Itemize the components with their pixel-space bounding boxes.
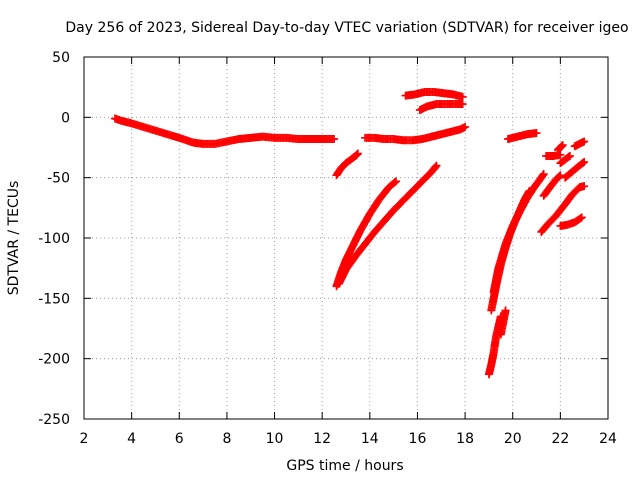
data-points xyxy=(110,87,589,379)
x-tick-label: 24 xyxy=(599,431,617,447)
data-point xyxy=(390,178,399,187)
data-point xyxy=(580,182,589,191)
grid xyxy=(84,57,608,419)
plot-frame xyxy=(83,56,609,420)
x-tick-label: 20 xyxy=(504,431,522,447)
data-point xyxy=(458,100,467,109)
data-point xyxy=(353,149,362,158)
chart-title: Day 256 of 2023, Sidereal Day-to-day VTE… xyxy=(65,20,628,36)
data-point xyxy=(576,214,585,223)
x-tick-label: 18 xyxy=(456,431,474,447)
x-axis-label: GPS time / hours xyxy=(286,458,403,474)
data-point xyxy=(558,141,567,150)
data-point xyxy=(577,213,586,222)
x-tick-label: 6 xyxy=(175,431,184,447)
y-axis-label: SDTVAR / TECUs xyxy=(6,181,22,296)
y-tick-label: -150 xyxy=(38,291,70,307)
data-point xyxy=(330,135,339,144)
data-point xyxy=(555,172,564,181)
x-tick-label: 12 xyxy=(313,431,331,447)
y-tick-label: -100 xyxy=(38,231,70,247)
y-tick-label: -200 xyxy=(38,352,70,368)
data-point xyxy=(431,162,440,171)
x-tick-label: 22 xyxy=(551,431,569,447)
data-point xyxy=(458,92,467,101)
data-point xyxy=(580,137,589,146)
data-point xyxy=(392,177,401,186)
data-point xyxy=(432,161,441,170)
data-point xyxy=(539,170,548,179)
y-tick-label: -250 xyxy=(38,412,70,428)
y-tick-label: -50 xyxy=(47,171,70,187)
x-tick-label: 10 xyxy=(266,431,284,447)
data-point xyxy=(532,129,541,138)
axis-ticks: 2 4 6 8 10 12 14 16 18 20 22 24-250-200-150-100-500… xyxy=(38,50,617,447)
x-tick-label: 2 xyxy=(80,431,89,447)
data-point xyxy=(580,157,589,166)
data-point xyxy=(565,151,574,160)
data-point xyxy=(578,158,587,167)
data-point xyxy=(556,171,565,180)
data-point xyxy=(461,122,470,131)
data-point xyxy=(564,152,573,161)
x-tick-label: 14 xyxy=(361,431,379,447)
x-tick-label: 8 xyxy=(222,431,231,447)
x-tick-label: 4 xyxy=(127,431,136,447)
x-tick-label: 16 xyxy=(409,431,427,447)
data-point xyxy=(501,306,510,315)
y-tick-label: 0 xyxy=(61,110,70,126)
y-tick-label: 50 xyxy=(52,50,70,66)
